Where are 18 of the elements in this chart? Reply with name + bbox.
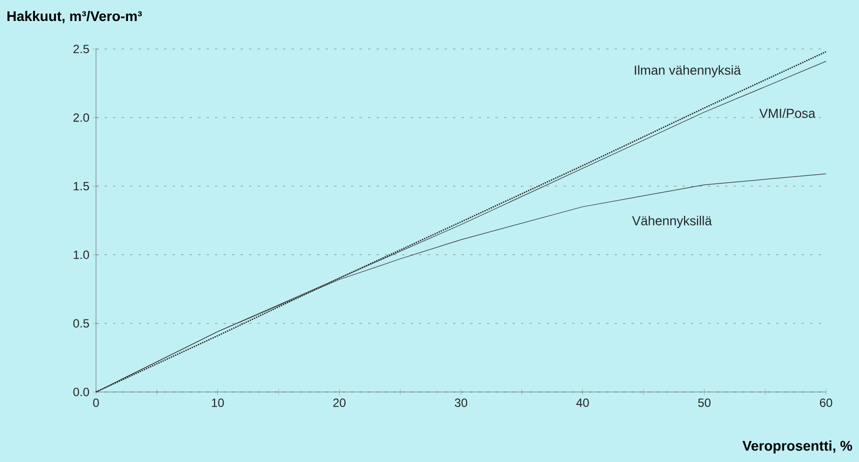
- y-axis-title: Hakkuut, m³/Vero-m³: [7, 10, 142, 24]
- x-tick-label: 50: [698, 398, 711, 407]
- x-tick-label: 10: [212, 398, 224, 407]
- series-label: VMI/Posa: [759, 108, 816, 118]
- x-tick-label: 40: [576, 398, 589, 407]
- x-tick-label: 60: [820, 398, 832, 407]
- x-axis-title: Veroprosentti, %: [742, 440, 852, 454]
- x-tick-label: 20: [333, 398, 346, 407]
- x-tick-label: 0: [93, 398, 99, 407]
- y-tick-label: 0.0: [73, 388, 90, 396]
- series-label: Vähennyksillä: [632, 216, 712, 228]
- y-tick-label: 2.5: [73, 44, 89, 54]
- y-tick-label: 1.5: [74, 182, 89, 190]
- y-tick-label: 2.0: [73, 113, 90, 122]
- series-label: Ilman vähennyksiä: [634, 65, 741, 78]
- y-tick-label: 1.0: [74, 250, 90, 260]
- y-tick-label: 0.5: [73, 319, 89, 328]
- x-tick-label: 30: [454, 398, 468, 407]
